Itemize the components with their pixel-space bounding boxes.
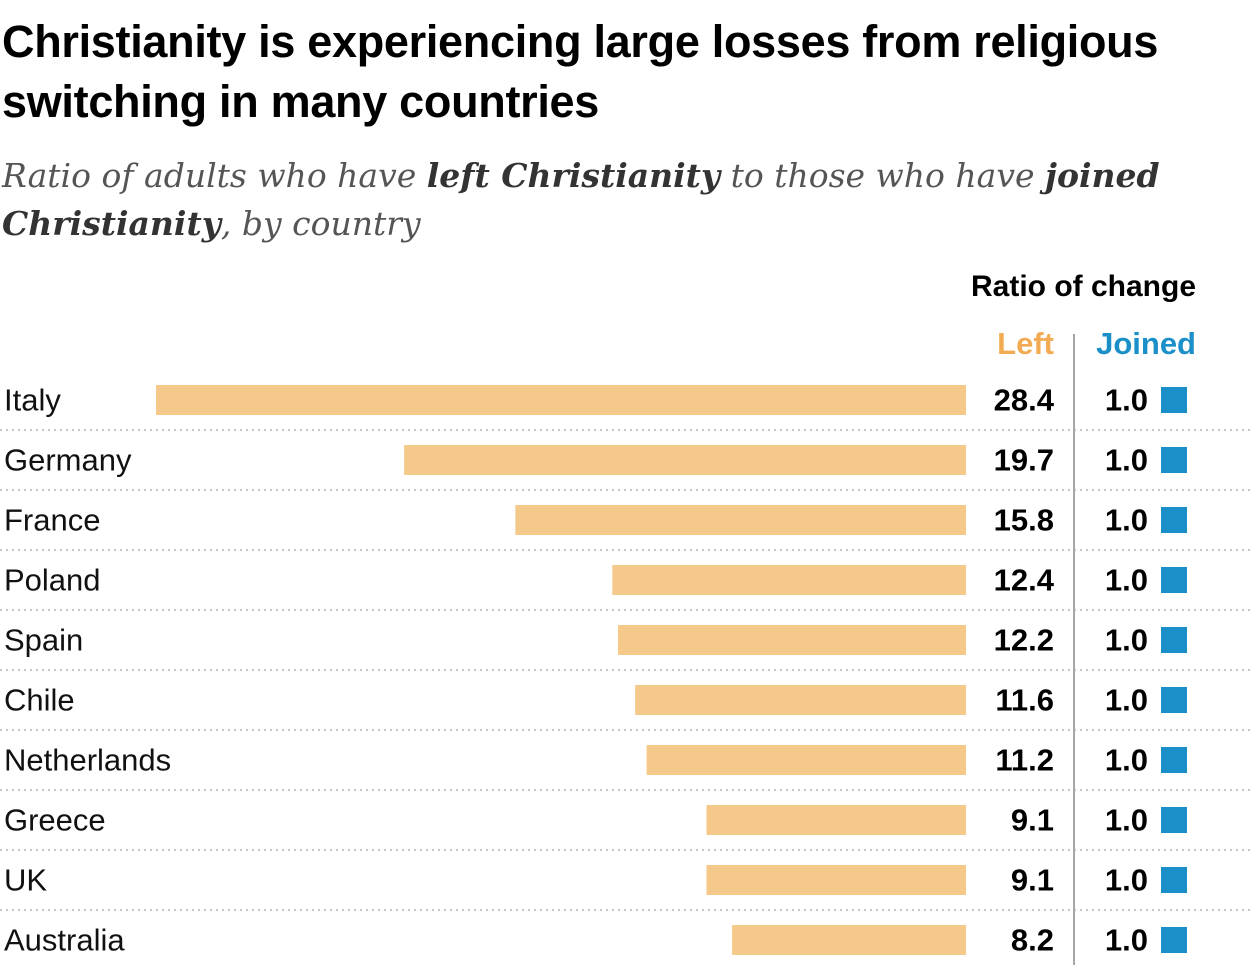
country-label-spain: Spain <box>4 623 83 658</box>
left-value-netherlands: 11.2 <box>995 743 1054 778</box>
joined-value-poland: 1.0 <box>1105 563 1148 598</box>
column-divider <box>1073 334 1075 965</box>
left-value-poland: 12.4 <box>994 563 1055 598</box>
subtitle-part-3: , by country <box>220 204 421 243</box>
joined-column-header: Joined <box>1096 326 1196 361</box>
joined-value-germany: 1.0 <box>1105 443 1148 478</box>
joined-value-netherlands: 1.0 <box>1105 743 1148 778</box>
subtitle-part-2: to those who have <box>720 156 1045 195</box>
country-label-chile: Chile <box>4 683 75 718</box>
joined-marker-greece <box>1161 807 1187 833</box>
joined-marker-poland <box>1161 567 1187 593</box>
left-bar-germany <box>404 445 966 475</box>
joined-value-spain: 1.0 <box>1105 623 1148 658</box>
country-label-poland: Poland <box>4 563 101 598</box>
left-value-france: 15.8 <box>994 503 1054 538</box>
country-label-germany: Germany <box>4 443 132 478</box>
joined-value-chile: 1.0 <box>1105 683 1148 718</box>
country-label-netherlands: Netherlands <box>4 743 171 778</box>
left-bar-uk <box>706 865 966 895</box>
joined-value-france: 1.0 <box>1105 503 1148 538</box>
joined-marker-spain <box>1161 627 1187 653</box>
subtitle-part-1: Ratio of adults who have <box>2 156 427 195</box>
joined-marker-italy <box>1161 387 1187 413</box>
left-bar-poland <box>612 565 966 595</box>
left-bar-chile <box>635 685 966 715</box>
joined-value-uk: 1.0 <box>1105 863 1148 898</box>
left-bar-italy <box>156 385 966 415</box>
left-value-germany: 19.7 <box>994 443 1054 478</box>
chart-subtitle: Ratio of adults who have left Christiani… <box>2 152 1242 248</box>
country-label-italy: Italy <box>4 383 61 418</box>
ratio-of-change-header: Ratio of change <box>970 270 1196 303</box>
joined-marker-germany <box>1161 447 1187 473</box>
left-bar-australia <box>732 925 966 955</box>
left-value-australia: 8.2 <box>1011 923 1054 958</box>
joined-marker-australia <box>1161 927 1187 953</box>
left-bar-spain <box>618 625 966 655</box>
subtitle-bold-joined: joined Christianity <box>2 156 1160 243</box>
left-column-header: Left <box>997 326 1054 361</box>
joined-marker-netherlands <box>1161 747 1187 773</box>
joined-marker-uk <box>1161 867 1187 893</box>
left-value-spain: 12.2 <box>994 623 1054 658</box>
chart-title: Christianity is experiencing large losse… <box>2 16 1159 127</box>
left-value-italy: 28.4 <box>994 383 1055 418</box>
joined-value-australia: 1.0 <box>1105 923 1148 958</box>
left-bar-france <box>515 505 966 535</box>
left-value-chile: 11.6 <box>995 683 1054 718</box>
left-value-uk: 9.1 <box>1011 863 1054 898</box>
joined-value-italy: 1.0 <box>1105 383 1148 418</box>
country-label-france: France <box>4 503 100 538</box>
left-bar-greece <box>706 805 966 835</box>
joined-marker-chile <box>1161 687 1187 713</box>
joined-value-greece: 1.0 <box>1105 803 1148 838</box>
country-label-greece: Greece <box>4 803 106 838</box>
subtitle-bold-left: left Christianity <box>426 156 721 195</box>
left-value-greece: 9.1 <box>1011 803 1054 838</box>
left-bar-netherlands <box>646 745 966 775</box>
joined-marker-france <box>1161 507 1187 533</box>
country-label-uk: UK <box>4 863 47 898</box>
country-label-australia: Australia <box>4 923 125 958</box>
